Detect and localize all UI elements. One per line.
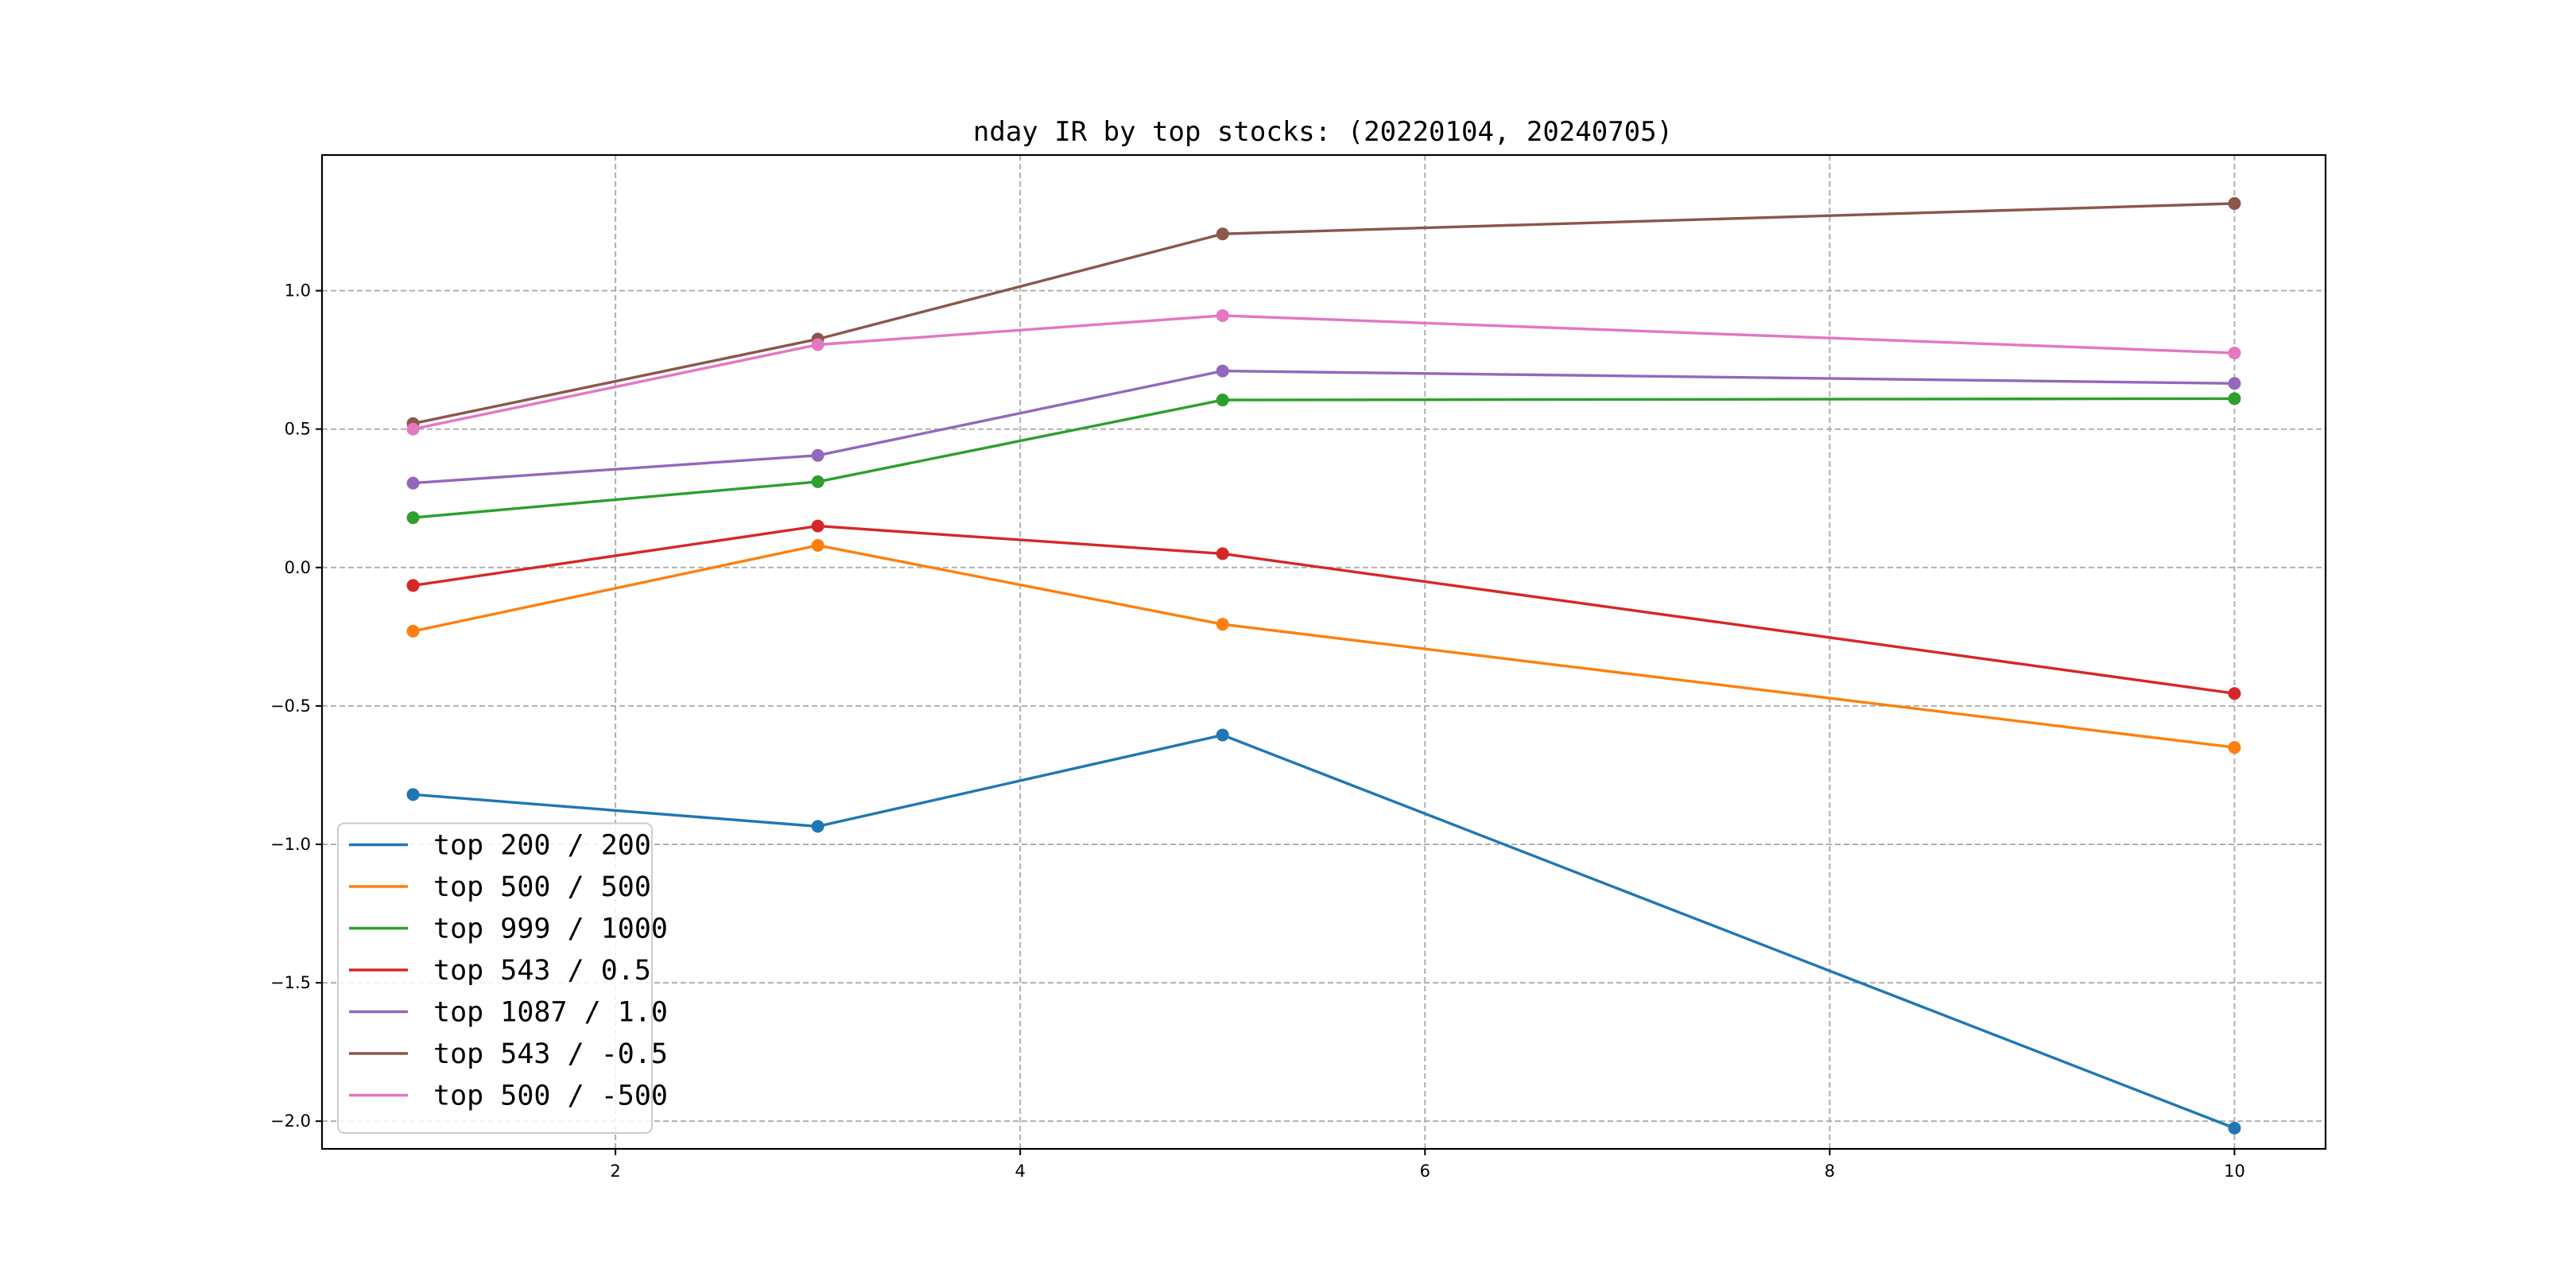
series (406, 364, 2241, 490)
data-point (406, 788, 420, 801)
data-point (1216, 394, 1229, 407)
y-tick-label: −1.0 (270, 835, 311, 854)
ticks: 2 4 6 8 10 −2.0 −1.5 −1.0 −0.5 0.0 0.5 1.0 (270, 281, 2245, 1181)
series-line (413, 733, 2236, 1130)
data-point (811, 338, 824, 351)
data-point (2228, 741, 2241, 755)
series-line (413, 314, 2235, 431)
data-point (1216, 618, 1229, 631)
axes-frame (320, 153, 2327, 1150)
data-point (1216, 547, 1229, 561)
legend-item: top 500 / 500 (349, 871, 651, 903)
legend-item: top 999 / 1000 (349, 914, 668, 945)
y-tick-label: 0.0 (285, 558, 311, 577)
y-tick-label: 1.0 (285, 281, 311, 301)
data-point (2228, 687, 2241, 700)
legend-label: top 543 / -0.5 (433, 1038, 668, 1070)
series-line (413, 544, 2235, 749)
legend: top 200 / 200 top 500 / 500 top 999 / 1000… (337, 822, 668, 1134)
series (406, 519, 2241, 700)
series-line (413, 397, 2235, 519)
data-point (406, 476, 420, 490)
data-point (1216, 364, 1229, 378)
data-point (406, 422, 420, 436)
data-point (811, 448, 824, 462)
data-point (811, 820, 824, 833)
legend-item: top 543 / 0.5 (349, 955, 651, 987)
data-point (811, 538, 824, 552)
series (406, 392, 2241, 525)
legend-label: top 500 / 500 (433, 871, 651, 903)
series (406, 538, 2241, 755)
series-line (413, 369, 2235, 485)
data-point (1216, 227, 1229, 241)
legend-item: top 543 / -0.5 (349, 1038, 668, 1070)
y-tick-label: −1.5 (270, 973, 311, 992)
data-point (406, 511, 420, 525)
data-point (406, 624, 420, 638)
legend-label: top 543 / 0.5 (433, 955, 651, 987)
y-tick-label: −0.5 (270, 696, 311, 716)
legend-label: top 1087 / 1.0 (433, 997, 668, 1029)
legend-item: top 1087 / 1.0 (349, 997, 668, 1029)
legend-label: top 500 / -500 (433, 1080, 668, 1112)
series-line (413, 524, 2235, 695)
x-tick-label: 4 (1014, 1162, 1025, 1181)
x-tick-label: 8 (1825, 1162, 1835, 1181)
series-line (413, 202, 2235, 425)
legend-label: top 200 / 200 (433, 830, 651, 862)
data-point (2228, 377, 2241, 390)
legend-item: top 500 / -500 (349, 1080, 668, 1112)
data-point (1216, 308, 1229, 322)
data-point (1216, 728, 1229, 742)
data-point (2228, 392, 2241, 405)
data-point (406, 579, 420, 592)
legend-box (337, 822, 653, 1134)
series (406, 196, 2241, 430)
series (406, 728, 2241, 1135)
chart-title: nday IR by top stocks: (20220104, 202407… (973, 116, 1673, 148)
legend-item: top 200 / 200 (349, 830, 651, 862)
data-point (2228, 1121, 2241, 1135)
data-point (811, 475, 824, 488)
series (406, 308, 2241, 436)
x-tick-label: 6 (1420, 1162, 1430, 1181)
x-tick-label: 10 (2224, 1162, 2245, 1181)
data-point (2228, 196, 2241, 210)
legend-label: top 999 / 1000 (433, 914, 668, 945)
data-point (2228, 346, 2241, 359)
data-point (811, 519, 824, 533)
series-layer (406, 196, 2241, 1135)
y-tick-label: 0.5 (285, 420, 311, 439)
y-tick-label: −2.0 (270, 1111, 311, 1131)
x-tick-label: 2 (610, 1162, 620, 1181)
